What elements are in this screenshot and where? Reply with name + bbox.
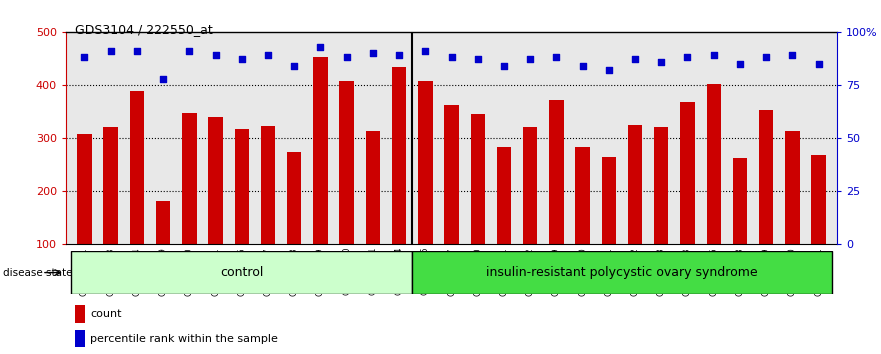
- Point: [209, 52, 223, 58]
- Bar: [103, 127, 118, 244]
- Text: disease state: disease state: [3, 268, 72, 278]
- Bar: [575, 147, 589, 244]
- Point: [314, 44, 328, 50]
- Bar: [628, 125, 642, 244]
- Point: [444, 55, 458, 60]
- Bar: [366, 131, 380, 244]
- Point: [523, 57, 537, 62]
- Point: [759, 55, 774, 60]
- Point: [497, 63, 511, 69]
- Bar: [392, 67, 406, 244]
- Text: GDS3104 / 222550_at: GDS3104 / 222550_at: [75, 23, 212, 36]
- Point: [655, 59, 669, 64]
- Bar: [759, 110, 774, 244]
- Bar: [733, 158, 747, 244]
- Point: [470, 57, 485, 62]
- Bar: [549, 100, 564, 244]
- Bar: [156, 201, 170, 244]
- Point: [392, 52, 406, 58]
- Bar: [130, 91, 144, 244]
- Point: [575, 63, 589, 69]
- Bar: [418, 81, 433, 244]
- Point: [78, 55, 92, 60]
- Point: [707, 52, 721, 58]
- Bar: [497, 147, 511, 244]
- Bar: [78, 134, 92, 244]
- Bar: [444, 105, 459, 244]
- Point: [261, 52, 275, 58]
- Text: control: control: [220, 266, 263, 279]
- Bar: [707, 85, 721, 244]
- Bar: [71, 251, 412, 294]
- Bar: [234, 129, 249, 244]
- Text: insulin-resistant polycystic ovary syndrome: insulin-resistant polycystic ovary syndr…: [486, 266, 758, 279]
- Point: [234, 57, 248, 62]
- Bar: [208, 117, 223, 244]
- Bar: [314, 57, 328, 244]
- Bar: [339, 81, 354, 244]
- Point: [680, 55, 694, 60]
- Bar: [412, 251, 832, 294]
- Point: [811, 61, 825, 67]
- Point: [339, 55, 353, 60]
- Bar: [785, 131, 800, 244]
- Point: [287, 63, 301, 69]
- Bar: [287, 152, 301, 244]
- Point: [785, 52, 799, 58]
- Bar: [602, 157, 616, 244]
- Text: percentile rank within the sample: percentile rank within the sample: [91, 333, 278, 344]
- Point: [104, 48, 118, 54]
- Bar: [75, 305, 85, 323]
- Point: [418, 48, 433, 54]
- Point: [130, 48, 144, 54]
- Point: [156, 76, 170, 81]
- Bar: [75, 330, 85, 348]
- Point: [550, 55, 564, 60]
- Bar: [470, 114, 485, 244]
- Point: [733, 61, 747, 67]
- Bar: [182, 113, 196, 244]
- Point: [182, 48, 196, 54]
- Point: [628, 57, 642, 62]
- Bar: [680, 103, 695, 244]
- Bar: [261, 126, 275, 244]
- Bar: [811, 154, 825, 244]
- Text: count: count: [91, 309, 122, 319]
- Point: [602, 67, 616, 73]
- Bar: [523, 127, 537, 244]
- Point: [366, 50, 380, 56]
- Bar: [654, 127, 669, 244]
